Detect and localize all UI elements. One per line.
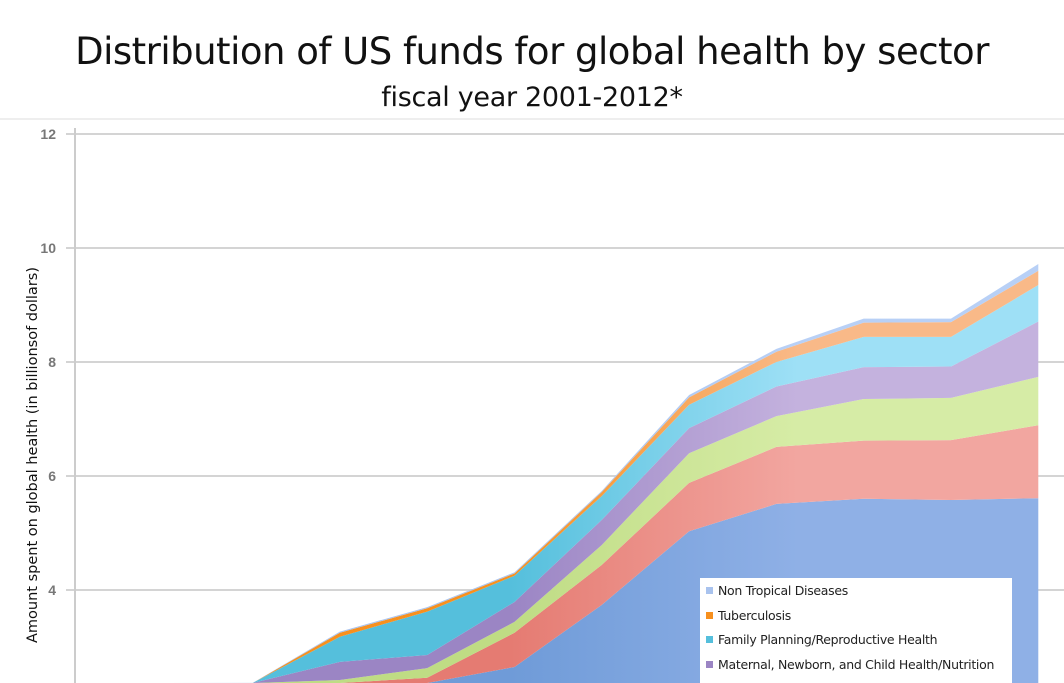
legend-label: Family Planning/Reproductive Health — [718, 632, 938, 647]
y-tick-label: 12 — [40, 126, 56, 142]
area-layer-series-1 — [78, 425, 1039, 683]
legend: Non Tropical Diseases Tuberculosis Famil… — [700, 578, 1012, 683]
y-tick-label: 10 — [40, 240, 56, 256]
legend-item-non-tropical-diseases: Non Tropical Diseases — [706, 583, 848, 598]
y-tick-labels: 4 6 8 10 12 — [40, 126, 56, 598]
legend-label: Tuberculosis — [718, 608, 791, 623]
y-tick-label: 4 — [48, 582, 56, 598]
legend-swatch — [706, 661, 713, 668]
legend-swatch — [706, 636, 713, 643]
y-axis-label: Amount spent on global health (in billio… — [25, 267, 41, 643]
chart-subtitle: fiscal year 2001-2012* — [381, 82, 683, 113]
area-layer-series-2 — [78, 376, 1039, 683]
legend-item-family-planning: Family Planning/Reproductive Health — [706, 632, 938, 647]
legend-swatch — [706, 587, 713, 594]
legend-label: Maternal, Newborn, and Child Health/Nutr… — [718, 657, 995, 672]
y-tick-label: 6 — [48, 468, 56, 484]
chart-title: Distribution of US funds for global heal… — [75, 30, 989, 73]
legend-item-tuberculosis: Tuberculosis — [706, 608, 791, 623]
legend-item-maternal-child-health: Maternal, Newborn, and Child Health/Nutr… — [706, 657, 994, 672]
legend-label: Non Tropical Diseases — [718, 583, 848, 598]
legend-swatch — [706, 612, 713, 619]
y-tick-label: 8 — [48, 354, 56, 370]
